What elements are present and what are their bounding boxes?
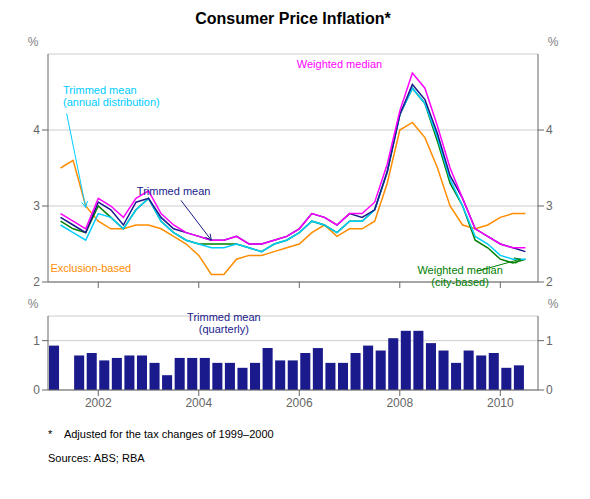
html-text:* Adjusted for the tax changes: * Adjusted for the tax changes of 1999–2… <box>48 428 274 440</box>
svg-text:Exclusion-based: Exclusion-based <box>51 262 132 274</box>
html-text:Consumer Price Inflation*: Consumer Price Inflation* <box>195 10 391 27</box>
svg-text:%: % <box>548 297 559 311</box>
svg-text:2008: 2008 <box>386 396 413 410</box>
svg-text:%: % <box>28 35 39 49</box>
svg-text:Trimmed mean: Trimmed mean <box>137 185 211 197</box>
svg-text:%: % <box>548 35 559 49</box>
svg-text:0: 0 <box>33 383 40 397</box>
svg-text:Weighted median(city-based): Weighted median(city-based) <box>417 264 502 288</box>
svg-text:0: 0 <box>546 383 553 397</box>
svg-text:1: 1 <box>546 334 553 348</box>
svg-text:2002: 2002 <box>85 396 112 410</box>
svg-text:2: 2 <box>33 275 40 289</box>
svg-text:Trimmed mean(annual distributi: Trimmed mean(annual distribution) <box>63 84 160 108</box>
svg-text:1: 1 <box>33 334 40 348</box>
svg-text:4: 4 <box>33 123 40 137</box>
svg-text:3: 3 <box>546 199 553 213</box>
html-text:Sources: ABS; RBA: Sources: ABS; RBA <box>48 452 145 464</box>
svg-text:3: 3 <box>33 199 40 213</box>
svg-text:Weighted median: Weighted median <box>297 58 382 70</box>
svg-text:Trimmed mean(quarterly): Trimmed mean(quarterly) <box>187 311 261 335</box>
svg-text:2004: 2004 <box>185 396 212 410</box>
svg-text:2: 2 <box>546 275 553 289</box>
svg-text:2010: 2010 <box>487 396 514 410</box>
svg-text:2006: 2006 <box>286 396 313 410</box>
svg-text:%: % <box>28 297 39 311</box>
svg-text:4: 4 <box>546 123 553 137</box>
